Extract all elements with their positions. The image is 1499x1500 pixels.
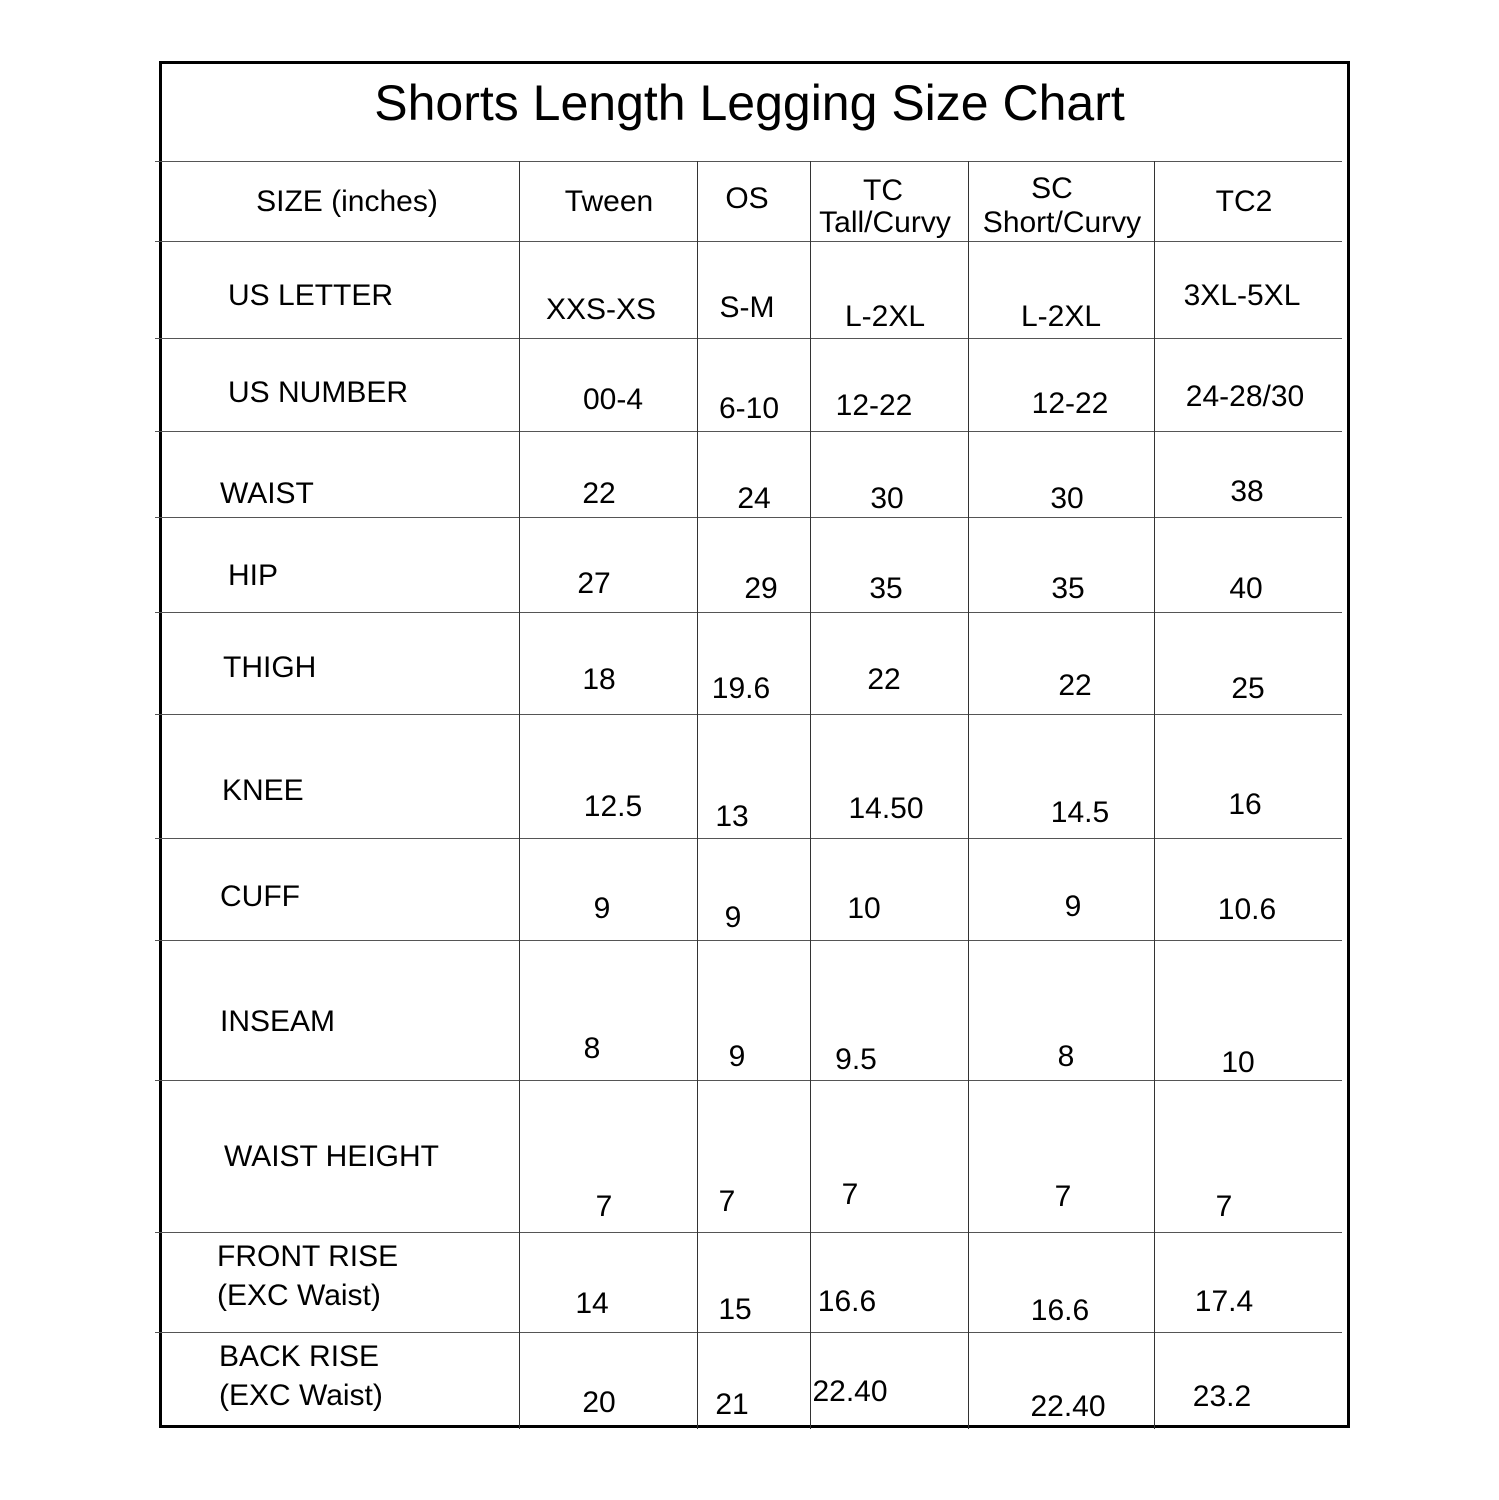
table-cell: 38 [1230,475,1264,508]
column-divider [968,161,969,1429]
column-divider [1154,161,1155,1429]
table-cell: L-2XL [1020,300,1102,333]
row-divider [155,1080,1342,1081]
table-cell: 7 [1054,1180,1072,1213]
table-cell: 14 [575,1287,609,1320]
row-label-sub: (EXC Waist) [219,1379,383,1412]
row-divider [155,431,1342,432]
row-divider [155,1332,1342,1333]
table-cell: 16.6 [1030,1294,1090,1327]
column-divider [697,161,698,1429]
table-cell: 10 [1221,1046,1255,1079]
table-cell: 6-10 [718,392,780,425]
table-cell: 7 [841,1178,859,1211]
table-cell: 12-22 [1031,387,1109,420]
page-title: Shorts Length Legging Size Chart [374,75,1125,131]
table-cell: 35 [869,572,903,605]
column-header: SC [1031,172,1073,205]
table-cell: 24-28/30 [1185,380,1305,413]
row-label: BACK RISE [219,1340,380,1373]
table-cell: 25 [1231,672,1265,705]
table-cell: 40 [1229,572,1263,605]
row-label: WAIST HEIGHT [224,1140,440,1173]
row-divider [155,612,1342,613]
table-cell: 10 [847,892,881,925]
table-cell: 16.6 [817,1285,877,1318]
table-cell: 9 [593,892,611,925]
row-divider [155,940,1342,941]
column-header: TC [863,174,903,207]
row-label: WAIST [220,477,314,510]
table-cell: 22.40 [812,1375,888,1408]
row-label: KNEE [222,774,304,807]
table-cell: 14.5 [1050,796,1110,829]
table-cell: L-2XL [844,300,926,333]
row-divider [155,241,1342,242]
table-cell: 12.5 [583,790,643,823]
table-cell: 17.4 [1194,1285,1254,1318]
row-label: INSEAM [220,1005,336,1038]
column-header: TC2 [1215,185,1273,218]
table-cell: 16 [1228,788,1262,821]
row-label: US NUMBER [228,376,409,409]
table-cell: 23.2 [1192,1380,1252,1413]
table-cell: 21 [715,1388,749,1421]
table-cell: 30 [870,482,904,515]
table-cell: 20 [582,1386,616,1419]
table-cell: 24 [737,482,771,515]
row-divider [155,1232,1342,1233]
table-cell: 22.40 [1030,1390,1106,1423]
table-cell: XXS-XS [545,293,657,326]
table-cell: 3XL-5XL [1183,279,1301,312]
row-label: US LETTER [228,279,394,312]
table-cell: 8 [583,1032,601,1065]
table-border [159,61,1350,1428]
row-label-sub: (EXC Waist) [217,1279,381,1312]
row-label: HIP [228,559,279,592]
row-label: FRONT RISE [217,1240,399,1273]
table-cell: 18 [582,663,616,696]
table-cell: 22 [1058,669,1092,702]
table-cell: 14.50 [848,792,924,825]
table-cell: 8 [1057,1040,1075,1073]
table-cell: 19.6 [711,672,771,705]
table-cell: 9 [728,1040,746,1073]
table-cell: 9.5 [835,1043,877,1076]
table-cell: 10.6 [1217,893,1277,926]
table-cell: 7 [595,1190,613,1223]
table-cell: 30 [1050,482,1084,515]
table-cell: 35 [1051,572,1085,605]
table-cell: 7 [1215,1190,1233,1223]
table-cell: 22 [582,477,616,510]
table-cell: 22 [867,663,901,696]
row-divider [155,161,1342,162]
table-cell: 27 [577,567,611,600]
table-cell: 12-22 [835,389,913,422]
row-label: CUFF [220,880,300,913]
row-divider [155,838,1342,839]
column-header: Tween [564,185,654,218]
column-header-sub: Short/Curvy [982,206,1142,239]
column-divider [810,161,811,1429]
table-cell: S-M [719,291,775,324]
column-header: OS [725,182,769,215]
table-cell: 00-4 [582,383,644,416]
table-cell: 7 [718,1185,736,1218]
header-size-label: SIZE (inches) [256,185,438,218]
row-divider [155,517,1342,518]
table-cell: 9 [724,901,742,934]
column-divider [519,161,520,1429]
row-divider [155,714,1342,715]
row-divider [155,338,1342,339]
table-cell: 15 [718,1293,752,1326]
table-cell: 13 [715,800,749,833]
column-header-sub: Tall/Curvy [819,206,951,239]
table-cell: 9 [1064,890,1082,923]
row-label: THIGH [223,651,317,684]
table-cell: 29 [744,572,778,605]
